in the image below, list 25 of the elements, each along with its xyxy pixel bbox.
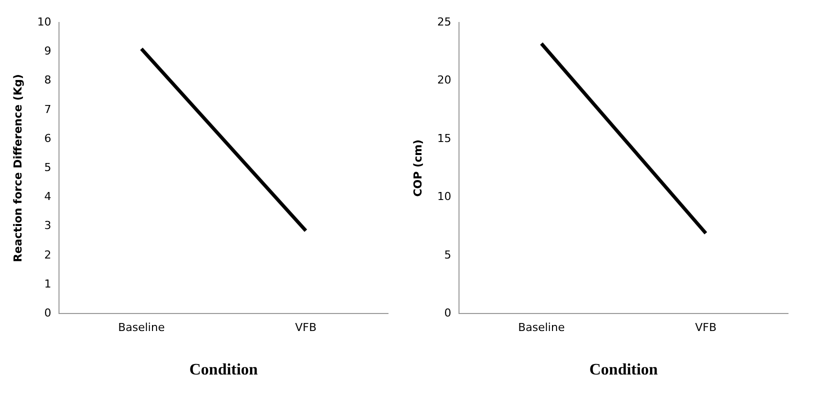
y-axis-title: Reaction force Difference (Kg) <box>11 74 24 262</box>
y-tick-label: 10 <box>437 190 452 204</box>
y-tick-label: 0 <box>44 306 52 320</box>
y-tick-label: 9 <box>44 44 52 58</box>
x-axis-title: Condition <box>589 362 658 379</box>
y-tick-label: 2 <box>44 248 52 262</box>
y-tick-label: 6 <box>44 132 52 145</box>
y-tick-label: 3 <box>44 219 52 232</box>
y-tick-label: 25 <box>437 15 452 28</box>
x-tick-label: Baseline <box>518 321 565 334</box>
y-tick-label: 4 <box>44 190 52 204</box>
y-tick-label: 20 <box>437 74 452 87</box>
y-tick-label: 5 <box>44 160 52 174</box>
y-tick-label: 0 <box>444 306 452 320</box>
y-tick-label: 15 <box>437 132 452 145</box>
y-tick-label: 1 <box>44 277 52 290</box>
y-axis-title: COP (cm) <box>411 139 424 197</box>
x-axis-title: Condition <box>189 362 258 379</box>
y-tick-label: 10 <box>37 15 52 28</box>
x-tick-label: VFB <box>295 321 316 334</box>
x-tick-label: VFB <box>695 321 716 334</box>
y-tick-label: 5 <box>444 248 452 262</box>
y-tick-label: 8 <box>44 74 52 87</box>
y-tick-label: 7 <box>44 102 52 116</box>
x-tick-label: Baseline <box>118 321 165 334</box>
